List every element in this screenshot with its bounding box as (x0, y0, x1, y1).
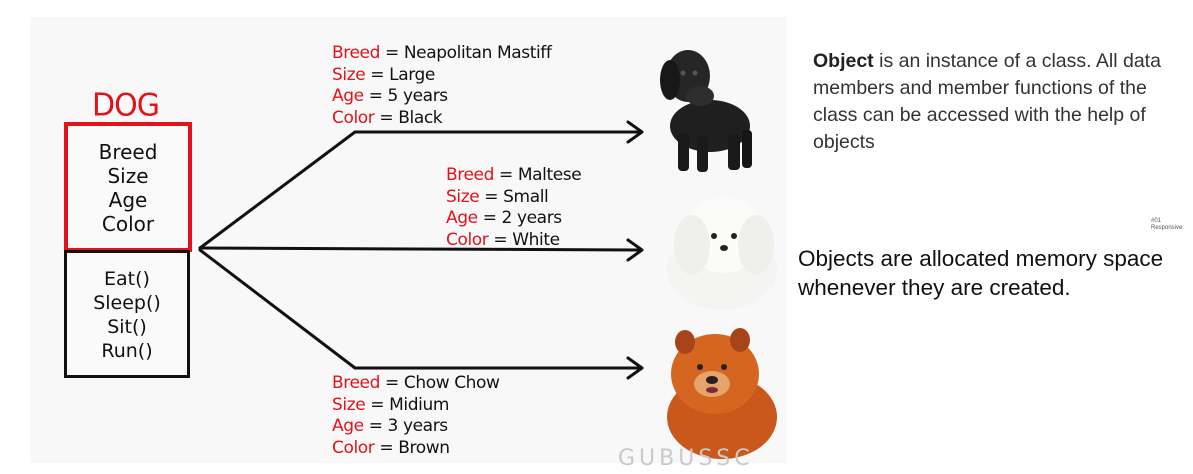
attributes-box: Breed Size Age Color (64, 122, 192, 252)
object-1-breed: Neapolitan Mastiff (403, 43, 552, 63)
object-2-color: White (512, 229, 560, 250)
object-2-age: 2 years (501, 208, 563, 228)
arrow-to-chowchow (198, 248, 642, 370)
attribute-breed: Breed (98, 140, 158, 164)
memory-allocation-text: Objects are allocated memory space whene… (798, 246, 1164, 300)
object-1-color: Black (398, 107, 443, 128)
object-1-age: 5 years (387, 86, 449, 106)
object-2-size: Small (503, 186, 549, 207)
object-2-age-key: Age (446, 208, 478, 228)
object-2-breed-key: Breed (446, 165, 494, 185)
attribute-age: Age (108, 188, 148, 212)
brown-chow-chow-dog-image (667, 328, 777, 459)
object-1-size-key: Size (332, 64, 366, 85)
attribute-color: Color (101, 212, 155, 236)
white-maltese-dog-image (667, 197, 777, 310)
method-eat: Eat() (104, 268, 150, 290)
class-name: DOG (92, 87, 160, 124)
object-2-breed: Maltese (517, 165, 582, 185)
method-sleep: Sleep() (93, 292, 161, 314)
black-mastiff-dog-image (660, 50, 752, 172)
object-definition-rest: is an instance of a class. All data memb… (813, 50, 1161, 153)
arrow-head-chowchow (626, 356, 644, 380)
object-2-size-key: Size (446, 186, 480, 207)
object-3-age-key: Age (332, 416, 364, 436)
arrow-to-maltese (198, 246, 642, 252)
tiny-label: #01 Responsive (1151, 218, 1182, 232)
method-run: Run() (101, 340, 153, 362)
methods-box: Eat() Sleep() Sit() Run() (64, 250, 190, 378)
object-3-age: 3 years (387, 416, 449, 436)
object-1-color-key: Color (332, 107, 375, 128)
object-3-breed: Chow Chow (403, 373, 500, 393)
object-2-color-key: Color (446, 229, 489, 250)
object-1-size: Large (389, 64, 435, 85)
object-definition-text: Object is an instance of a class. All da… (813, 48, 1188, 156)
object-3-color: Brown (398, 437, 450, 458)
object-3-properties: Breed = Chow Chow Size = Midium Age = 3 … (332, 373, 500, 458)
object-definition-bold: Object (813, 50, 874, 72)
object-1-breed-key: Breed (332, 43, 380, 63)
object-3-size: Midium (389, 394, 449, 415)
tiny-label-line-1: #01 (1151, 218, 1162, 224)
object-3-color-key: Color (332, 437, 375, 458)
method-sit: Sit() (107, 316, 147, 338)
object-1-properties: Breed = Neapolitan Mastiff Size = Large … (332, 43, 552, 128)
object-3-size-key: Size (332, 394, 366, 415)
tiny-label-line-2: Responsive (1151, 225, 1183, 231)
attribute-size: Size (107, 164, 149, 188)
object-1-age-key: Age (332, 86, 364, 106)
arrow-head-mastiff (626, 120, 644, 144)
watermark: GUBUSSC (618, 446, 754, 471)
object-3-breed-key: Breed (332, 373, 380, 393)
object-2-properties: Breed = Maltese Size = Small Age = 2 yea… (446, 165, 582, 250)
arrow-head-maltese (626, 238, 644, 262)
arrow-to-mastiff (198, 130, 642, 250)
